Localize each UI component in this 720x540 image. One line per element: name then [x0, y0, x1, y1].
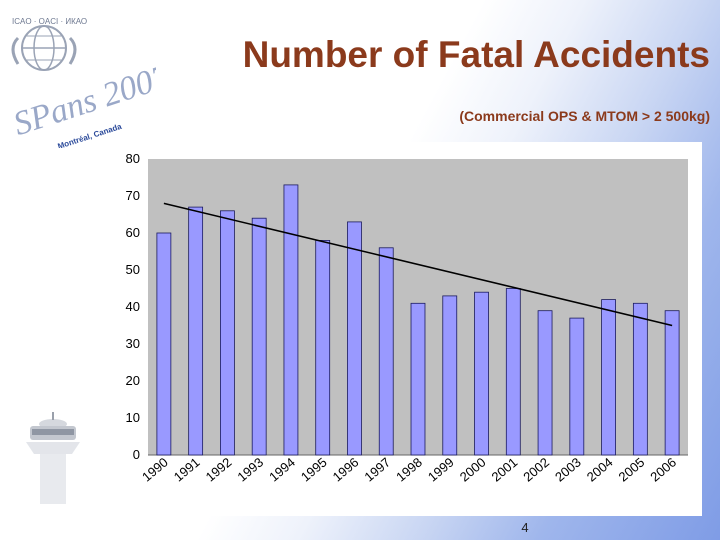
x-tick-label: 2002: [520, 455, 552, 485]
bar: [474, 291, 489, 456]
x-tick-label: 1999: [425, 455, 457, 485]
y-tick-label: 70: [126, 188, 140, 203]
bar: [283, 184, 299, 456]
trendline: [163, 202, 673, 327]
bar: [347, 221, 362, 456]
x-tick-label: 2004: [584, 455, 616, 485]
bar: [505, 288, 521, 456]
x-tick-label: 1993: [234, 455, 266, 485]
bar: [442, 295, 458, 456]
x-tick-label: 2003: [552, 455, 584, 485]
y-tick-label: 40: [126, 299, 140, 314]
control-tower-icon: [26, 412, 80, 504]
logo-event-text: SPans 2007: [9, 57, 156, 143]
x-tick-label: 1994: [266, 455, 298, 485]
x-tick-label: 1995: [298, 455, 330, 485]
x-tick-label: 2001: [489, 455, 521, 485]
icao-spans-logo: ICAO · OACI · ИКАО SPans 2007 Montréal, …: [9, 17, 156, 148]
x-tick-label: 1990: [139, 455, 171, 485]
slide-subtitle: (Commercial OPS & MTOM > 2 500kg): [459, 108, 710, 124]
bar: [188, 206, 204, 456]
icao-emblem-icon: [11, 25, 77, 71]
logo-org-text: ICAO · OACI · ИКАО: [12, 17, 87, 26]
y-tick-label: 50: [126, 262, 140, 277]
bar: [156, 232, 172, 456]
y-tick-label: 20: [126, 373, 140, 388]
bar: [315, 240, 331, 456]
x-tick-label: 1998: [393, 455, 425, 485]
chart-panel: 0 10 20 30 40 50 60 70 80 1990 1991 1992 1993 1994 199…: [110, 142, 702, 516]
x-tick-label: 1992: [203, 455, 235, 485]
y-tick-label: 80: [126, 151, 140, 166]
slide-title: Number of Fatal Accidents: [242, 34, 710, 75]
x-tick-label: 2005: [616, 455, 648, 485]
x-tick-label: 1997: [361, 455, 393, 485]
y-tick-label: 60: [126, 225, 140, 240]
x-tick-label: 1991: [171, 455, 203, 485]
x-tick-label: 2006: [647, 455, 679, 485]
x-tick-label: 2000: [457, 455, 489, 485]
bar: [601, 299, 616, 456]
y-tick-label: 10: [126, 410, 140, 425]
bar: [220, 210, 235, 456]
bar: [537, 310, 553, 456]
bar: [251, 217, 267, 456]
y-tick-label: 30: [126, 336, 140, 351]
bar: [410, 302, 426, 456]
bar: [569, 317, 585, 456]
page-number: 4: [521, 520, 529, 535]
bar: [378, 247, 394, 456]
x-tick-label: 1996: [330, 455, 362, 485]
bar: [632, 302, 648, 456]
y-tick-label: 0: [133, 447, 140, 462]
bar: [664, 310, 680, 456]
